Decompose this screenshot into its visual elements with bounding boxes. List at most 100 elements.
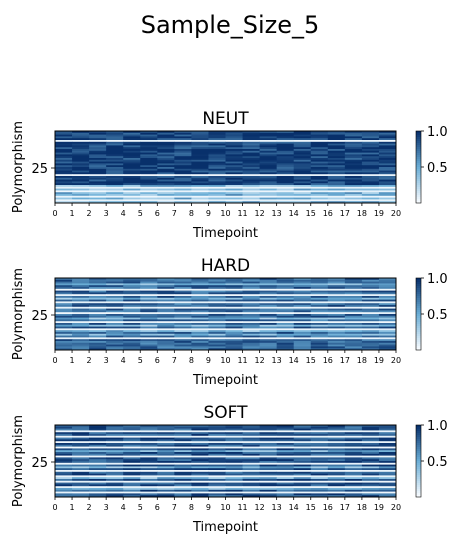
heatmap-cell bbox=[208, 299, 226, 302]
heatmap-cell bbox=[259, 147, 278, 150]
colorbar-step bbox=[416, 318, 421, 321]
heatmap-cell bbox=[89, 330, 107, 333]
heatmap-cell bbox=[242, 301, 260, 304]
heatmap-cell bbox=[259, 448, 278, 451]
heatmap-cell bbox=[123, 484, 141, 487]
colorbar-step bbox=[416, 167, 421, 170]
heatmap-cell bbox=[157, 434, 175, 437]
heatmap-cell bbox=[259, 149, 278, 152]
heatmap-cell bbox=[310, 455, 329, 458]
heatmap-cell bbox=[361, 201, 380, 204]
heatmap-cell bbox=[310, 140, 329, 143]
heatmap-cell bbox=[259, 333, 278, 336]
heatmap-cell bbox=[174, 439, 192, 442]
heatmap-cell bbox=[191, 170, 209, 173]
heatmap-cell bbox=[174, 450, 192, 453]
heatmap-cell bbox=[72, 333, 90, 336]
heatmap-cell bbox=[140, 195, 158, 198]
heatmap-cell bbox=[276, 328, 295, 331]
heatmap-cell bbox=[259, 131, 278, 134]
x-tick-label: 12 bbox=[255, 209, 265, 218]
x-tick-label: 8 bbox=[189, 356, 194, 365]
heatmap-cell bbox=[293, 199, 312, 202]
x-tick-label: 0 bbox=[52, 209, 57, 218]
heatmap-cell bbox=[55, 306, 73, 309]
heatmap-cell bbox=[72, 319, 90, 322]
heatmap-cell bbox=[344, 158, 363, 161]
heatmap-cell bbox=[174, 448, 192, 451]
colorbar-step bbox=[416, 284, 421, 287]
heatmap-cell bbox=[276, 167, 295, 170]
heatmap-cell bbox=[55, 190, 73, 193]
heatmap-cell bbox=[191, 479, 209, 482]
heatmap-cell bbox=[191, 428, 209, 431]
heatmap-cell bbox=[327, 283, 346, 286]
heatmap-cell bbox=[259, 278, 278, 281]
heatmap-cell bbox=[259, 342, 278, 345]
heatmap-cell bbox=[276, 141, 295, 144]
heatmap-cell bbox=[361, 461, 380, 464]
heatmap-cell bbox=[259, 195, 278, 198]
heatmap-cell bbox=[157, 192, 175, 195]
heatmap-cell bbox=[259, 140, 278, 143]
heatmap-cell bbox=[378, 179, 397, 182]
heatmap-cell bbox=[72, 197, 90, 200]
heatmap-cell bbox=[276, 306, 295, 309]
heatmap-cell bbox=[310, 167, 329, 170]
heatmap-cell bbox=[89, 473, 107, 476]
colorbar-step bbox=[416, 461, 421, 464]
heatmap-cell bbox=[72, 344, 90, 347]
heatmap-cell bbox=[242, 138, 260, 141]
heatmap-cell bbox=[89, 324, 107, 327]
heatmap-cell bbox=[89, 290, 107, 293]
heatmap-cell bbox=[378, 459, 397, 462]
heatmap-cell bbox=[157, 172, 175, 175]
heatmap-cell bbox=[55, 452, 73, 455]
heatmap-cell bbox=[378, 195, 397, 198]
heatmap-cell bbox=[276, 170, 295, 173]
heatmap-cell bbox=[361, 317, 380, 320]
heatmap-cell bbox=[208, 186, 226, 189]
heatmap-cell bbox=[106, 495, 124, 498]
heatmap-cell bbox=[157, 477, 175, 480]
heatmap-cell bbox=[72, 482, 90, 485]
heatmap-cell bbox=[293, 495, 312, 498]
heatmap-cell bbox=[89, 459, 107, 462]
heatmap-cell bbox=[327, 285, 346, 288]
heatmap-cell bbox=[157, 326, 175, 329]
heatmap-cell bbox=[293, 448, 312, 451]
heatmap-cell bbox=[174, 344, 192, 347]
heatmap-cell bbox=[157, 443, 175, 446]
heatmap-cell bbox=[140, 477, 158, 480]
colorbar-step bbox=[416, 322, 421, 325]
heatmap-cell bbox=[106, 188, 124, 191]
heatmap-cell bbox=[378, 437, 397, 440]
heatmap-cell bbox=[89, 183, 107, 186]
heatmap-cell bbox=[55, 344, 73, 347]
heatmap-cell bbox=[344, 486, 363, 489]
heatmap-cell bbox=[344, 468, 363, 471]
heatmap-cell bbox=[361, 279, 380, 282]
heatmap-cell bbox=[293, 149, 312, 152]
heatmap-cell bbox=[259, 459, 278, 462]
heatmap-cell bbox=[259, 197, 278, 200]
heatmap-cell bbox=[72, 281, 90, 284]
heatmap-cell bbox=[327, 466, 346, 469]
x-tick-label: 18 bbox=[357, 356, 367, 365]
heatmap-cell bbox=[89, 470, 107, 473]
heatmap-cell bbox=[259, 339, 278, 342]
heatmap-cell bbox=[225, 324, 243, 327]
heatmap-cell bbox=[140, 168, 158, 171]
heatmap-cell bbox=[191, 292, 209, 295]
heatmap-cell bbox=[242, 348, 260, 351]
heatmap-cell bbox=[106, 326, 124, 329]
heatmap-cell bbox=[276, 312, 295, 315]
heatmap-cell bbox=[106, 315, 124, 318]
heatmap-cell bbox=[259, 143, 278, 146]
heatmap-cell bbox=[191, 439, 209, 442]
heatmap-cell bbox=[293, 185, 312, 188]
heatmap-cell bbox=[344, 195, 363, 198]
heatmap-cell bbox=[361, 341, 380, 344]
heatmap-cell bbox=[378, 181, 397, 184]
heatmap-cell bbox=[106, 493, 124, 496]
